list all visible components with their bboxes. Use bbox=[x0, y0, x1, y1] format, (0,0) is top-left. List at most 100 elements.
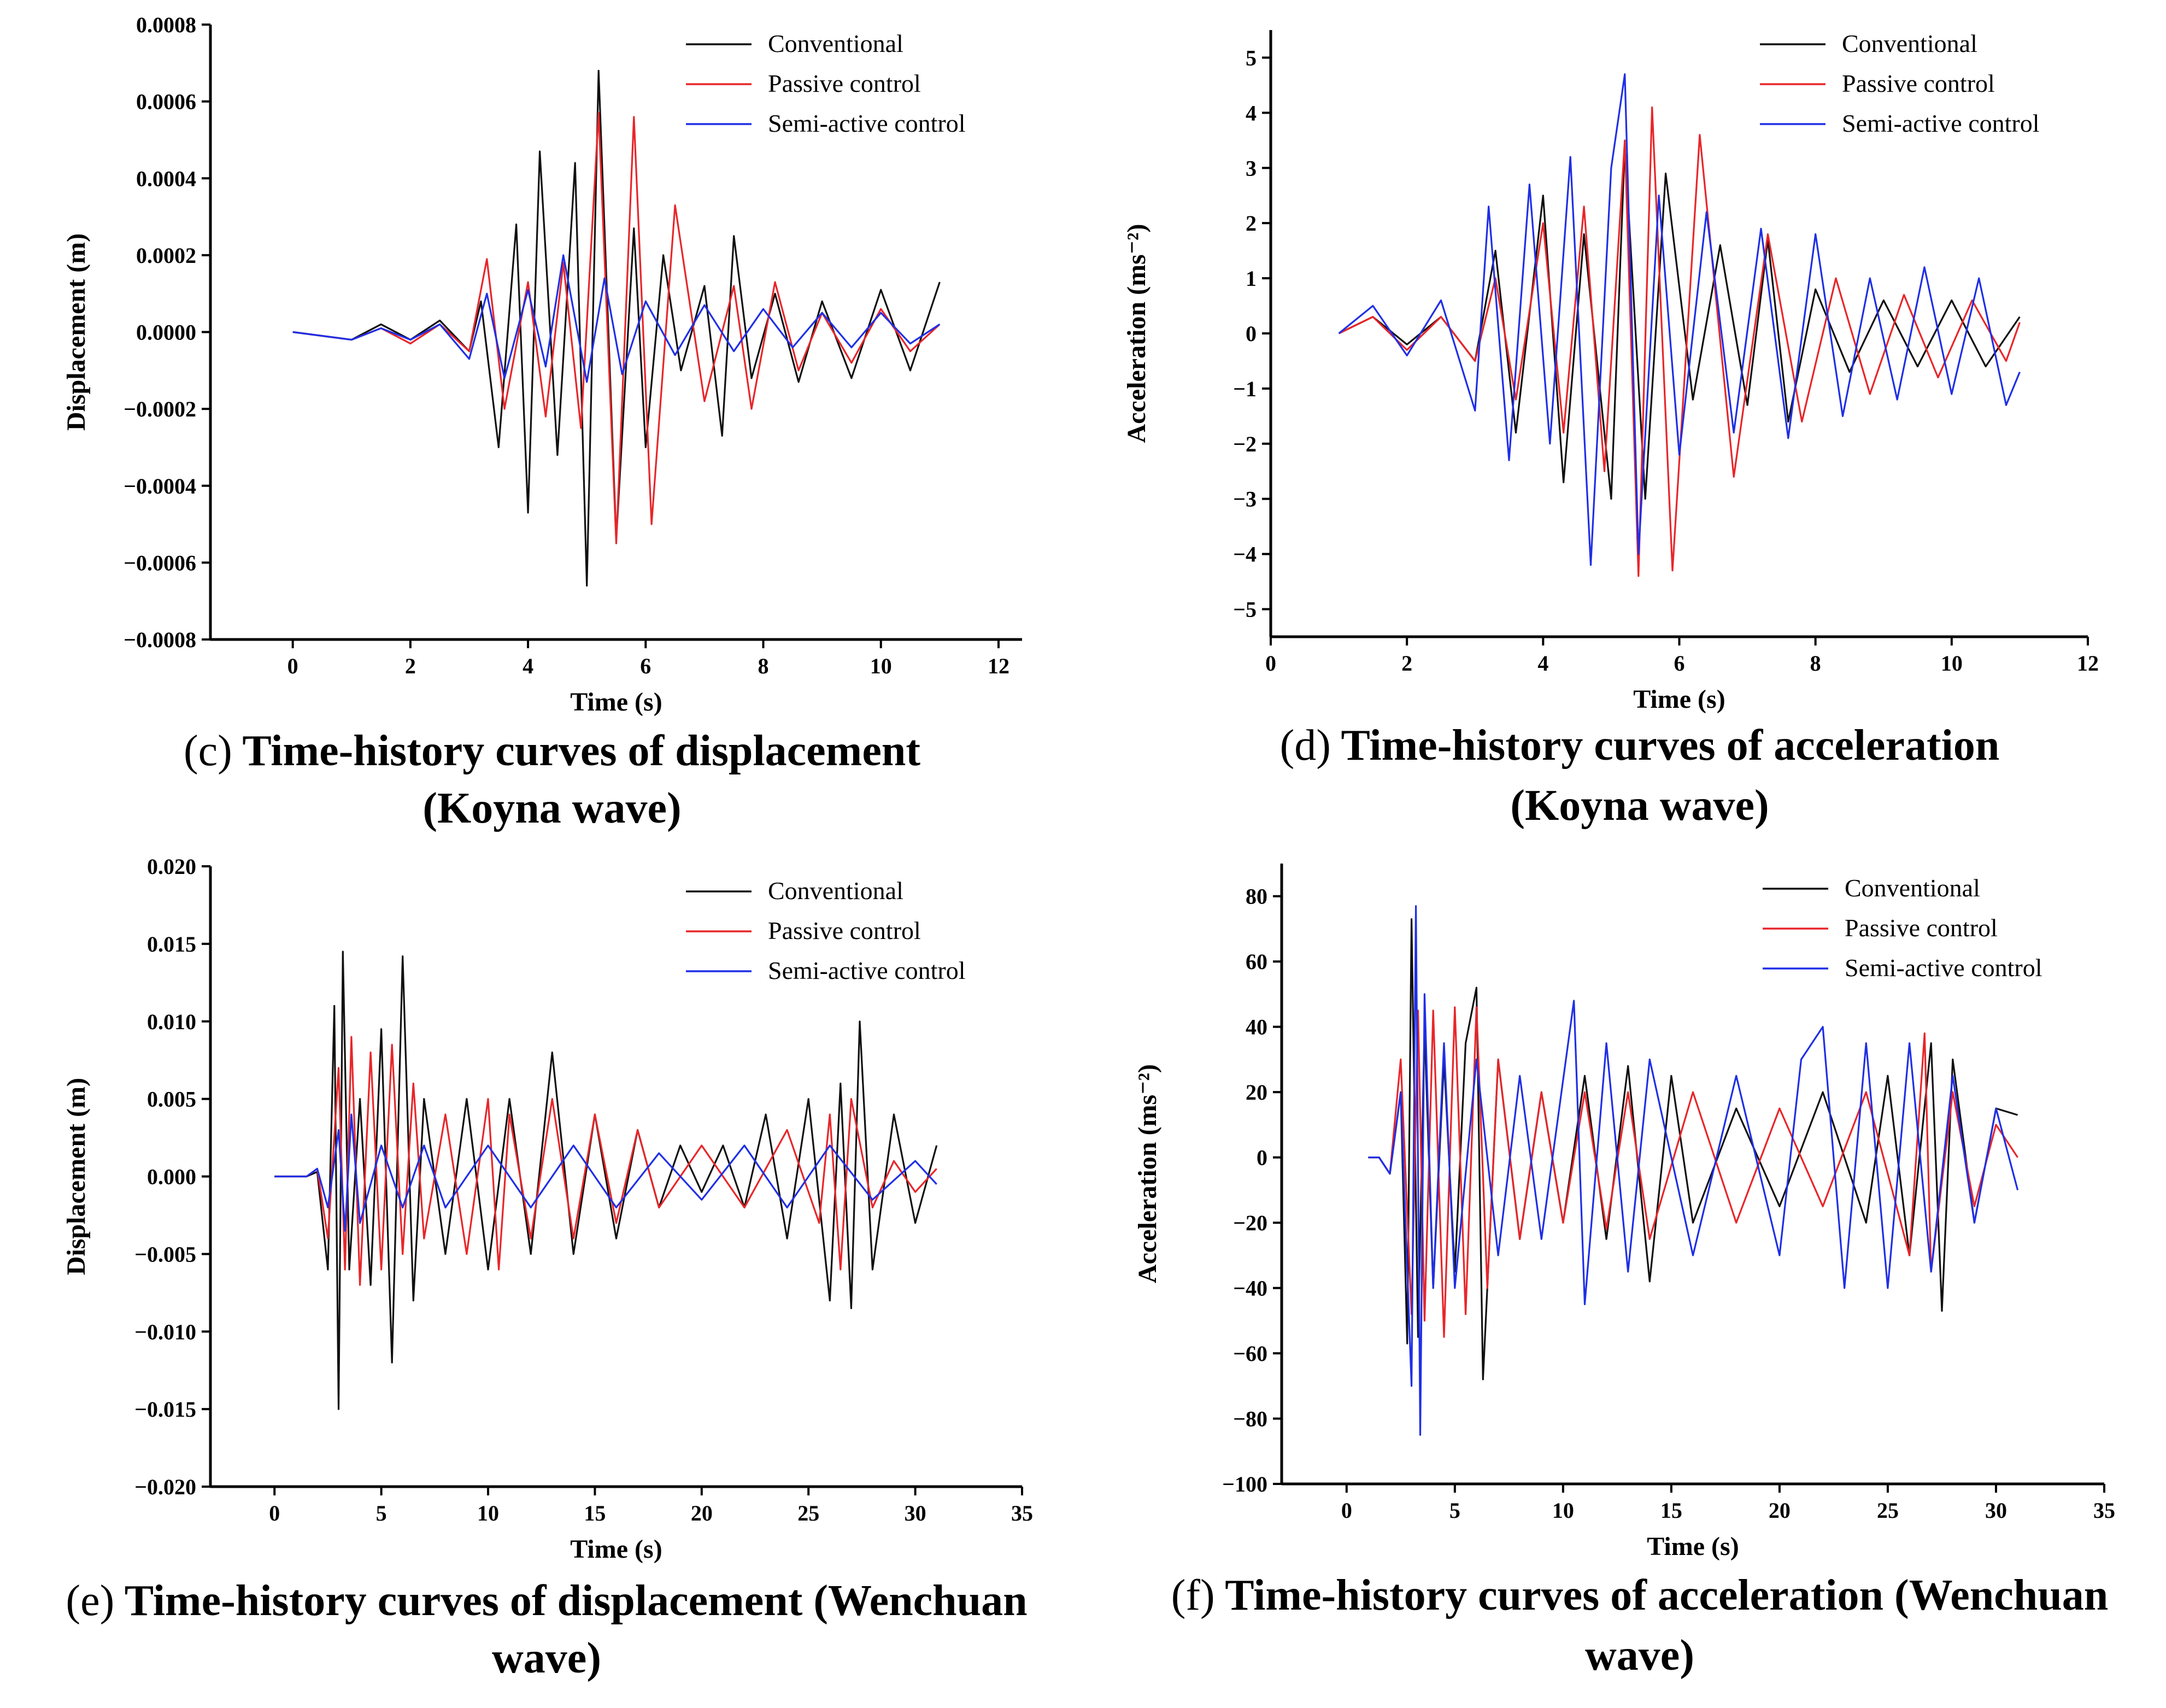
y-tick-label: −4 bbox=[1233, 542, 1257, 567]
series-line-semi-active-control bbox=[292, 254, 941, 383]
y-tick-label: 4 bbox=[1246, 101, 1257, 125]
y-tick-label: 60 bbox=[1246, 949, 1267, 974]
x-tick-label: 30 bbox=[1985, 1498, 2007, 1523]
caption-space bbox=[1215, 1571, 1225, 1619]
x-tick-label: 5 bbox=[1449, 1498, 1460, 1523]
x-tick-label: 20 bbox=[1769, 1498, 1791, 1523]
caption-space bbox=[114, 1577, 125, 1625]
y-tick-label: −3 bbox=[1233, 487, 1257, 512]
y-tick-label: −80 bbox=[1233, 1407, 1267, 1431]
y-tick-label: 0.010 bbox=[147, 1009, 196, 1034]
x-axis-label: Time (s) bbox=[570, 688, 662, 717]
y-tick-label: 0.020 bbox=[147, 854, 196, 879]
legend-entry: Conventional bbox=[768, 30, 903, 57]
figure-caption-line-1: (f) Time-history curves of acceleration … bbox=[1171, 1571, 2109, 1619]
chart-panel-e: 0 5 10 15 20 25 30 35 −0.020 −0.015 −0.010 −0.005 0.… bbox=[62, 854, 1033, 1682]
y-axis-label: Acceleration (ms⁻²) bbox=[1122, 224, 1151, 443]
x-tick-label: 25 bbox=[797, 1501, 819, 1525]
x-tick-label: 10 bbox=[1552, 1498, 1574, 1523]
y-tick-label: −2 bbox=[1233, 432, 1257, 456]
x-tick-label: 0 bbox=[1341, 1498, 1352, 1523]
x-tick-label: 10 bbox=[477, 1501, 499, 1525]
series-line-passive-control bbox=[292, 112, 941, 544]
legend-entry: Conventional bbox=[1842, 30, 1977, 57]
legend-entry: Conventional bbox=[1845, 874, 1980, 902]
x-axis-label: Time (s) bbox=[1647, 1532, 1739, 1561]
x-tick-label: 6 bbox=[640, 654, 651, 678]
x-tick-label: 35 bbox=[2093, 1498, 2115, 1523]
y-axis-label: Acceleration (ms⁻²) bbox=[1133, 1064, 1162, 1283]
series-line-passive-control bbox=[1338, 106, 2021, 577]
x-tick-label: 4 bbox=[1537, 651, 1548, 676]
legend-entry: Semi-active control bbox=[768, 956, 966, 984]
y-tick-label: 2 bbox=[1246, 211, 1257, 236]
x-tick-label: 30 bbox=[905, 1501, 926, 1525]
y-tick-label: 40 bbox=[1246, 1015, 1267, 1040]
y-tick-label: −60 bbox=[1233, 1341, 1267, 1366]
y-tick-label: −0.020 bbox=[134, 1475, 196, 1499]
x-tick-label: 5 bbox=[376, 1501, 387, 1525]
x-axis-label: Time (s) bbox=[570, 1535, 662, 1564]
y-tick-label: −0.0008 bbox=[124, 627, 196, 652]
x-tick-label: 2 bbox=[405, 654, 416, 678]
y-tick-label: 0.015 bbox=[147, 932, 196, 956]
caption-letter: (f) bbox=[1171, 1571, 1215, 1619]
y-tick-label: 20 bbox=[1246, 1080, 1267, 1105]
y-tick-label: −20 bbox=[1233, 1211, 1267, 1235]
x-tick-label: 10 bbox=[1941, 651, 1963, 676]
y-tick-label: 0.0000 bbox=[136, 320, 196, 345]
caption-text: Time-history curves of acceleration bbox=[1341, 721, 2000, 770]
x-tick-label: 25 bbox=[1877, 1498, 1899, 1523]
y-tick-label: −0.0004 bbox=[124, 474, 196, 498]
x-tick-label: 10 bbox=[870, 654, 892, 678]
legend-entry: Passive control bbox=[768, 917, 921, 944]
y-tick-label: 0 bbox=[1257, 1146, 1267, 1170]
y-tick-label: 0.0002 bbox=[136, 243, 196, 268]
y-tick-label: −0.015 bbox=[134, 1397, 196, 1422]
series-line-conventional bbox=[292, 69, 941, 587]
y-axis-label: Displacement (m) bbox=[62, 1078, 91, 1275]
legend-entry: Passive control bbox=[1842, 69, 1995, 97]
y-tick-label: −40 bbox=[1233, 1276, 1267, 1301]
series-line-conventional bbox=[1368, 918, 2018, 1381]
y-tick-label: −1 bbox=[1233, 377, 1257, 401]
legend-entry: Passive control bbox=[1845, 914, 1998, 942]
x-axis-label: Time (s) bbox=[1633, 685, 1725, 714]
y-tick-label: −0.010 bbox=[134, 1319, 196, 1344]
y-tick-label: 3 bbox=[1246, 156, 1257, 180]
x-tick-label: 12 bbox=[2077, 651, 2099, 676]
series-group bbox=[292, 69, 941, 587]
figure-caption-line-2: (Koyna wave) bbox=[1510, 782, 1769, 830]
y-tick-label: 0.005 bbox=[147, 1087, 196, 1112]
caption-letter: (e) bbox=[66, 1577, 114, 1625]
y-axis-label: Displacement (m) bbox=[62, 233, 91, 431]
x-tick-label: 0 bbox=[287, 654, 298, 678]
chart-panel-c: 0 2 4 6 8 10 12 −0.0008 −0.0006 −0.0004 −0.0002 0.0… bbox=[62, 13, 1022, 832]
y-tick-label: −5 bbox=[1233, 597, 1257, 622]
figure-caption-line-2: (Koyna wave) bbox=[422, 784, 681, 832]
caption-letter: (c) bbox=[184, 727, 232, 775]
series-line-passive-control bbox=[274, 1036, 937, 1286]
y-tick-label: −0.0006 bbox=[124, 550, 196, 575]
series-line-semi-active-control bbox=[274, 1113, 937, 1232]
caption-letter: (d) bbox=[1280, 721, 1331, 770]
figure-caption-line-2: wave) bbox=[1585, 1631, 1694, 1680]
x-tick-label: 2 bbox=[1401, 651, 1412, 676]
x-tick-label: 0 bbox=[269, 1501, 280, 1525]
y-tick-label: 0.0008 bbox=[136, 13, 196, 37]
x-tick-label: 20 bbox=[691, 1501, 713, 1525]
y-tick-label: 0.0004 bbox=[136, 166, 196, 191]
y-tick-label: 0.000 bbox=[147, 1165, 196, 1189]
y-tick-label: 1 bbox=[1246, 266, 1257, 291]
x-tick-label: 6 bbox=[1674, 651, 1685, 676]
series-group bbox=[1338, 73, 2021, 577]
series-group bbox=[1368, 905, 2019, 1436]
legend-entry: Passive control bbox=[768, 69, 921, 97]
y-tick-label: 0 bbox=[1246, 321, 1257, 346]
x-tick-label: 8 bbox=[758, 654, 769, 678]
y-tick-label: −0.005 bbox=[134, 1242, 196, 1266]
caption-space bbox=[1331, 721, 1341, 770]
caption-text: Time-history curves of acceleration (Wen… bbox=[1225, 1571, 2108, 1619]
series-line-passive-control bbox=[1368, 1006, 2018, 1338]
